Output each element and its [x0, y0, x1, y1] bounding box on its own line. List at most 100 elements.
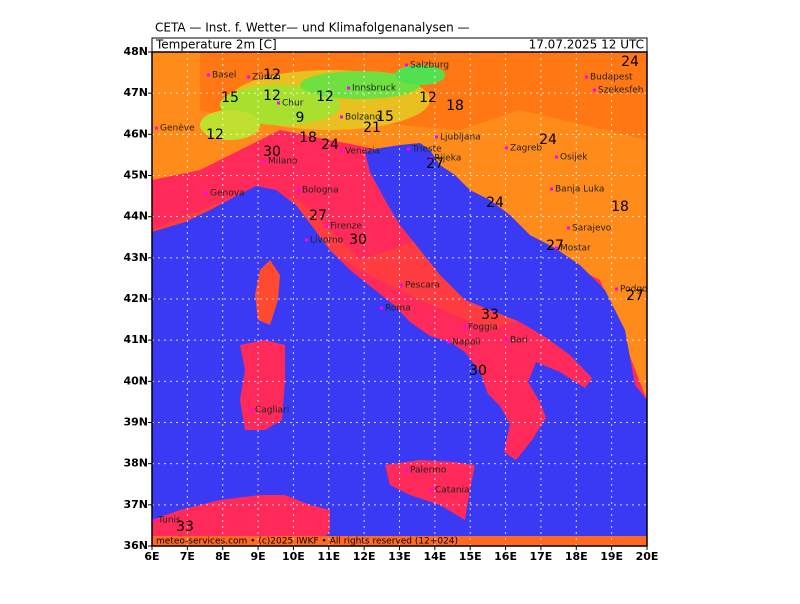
city-label: Pescara: [405, 281, 440, 291]
city-label: Palermo: [410, 466, 447, 476]
x-tick-label: 9E: [250, 550, 265, 563]
x-tick-label: 20E: [636, 550, 659, 563]
city-marker: [555, 155, 558, 159]
city-label: Bologna: [302, 186, 339, 196]
contour-label: 18: [446, 98, 464, 114]
city-label: Catania: [435, 486, 470, 496]
contour-label: 9: [296, 110, 305, 126]
contour-label: 27: [546, 238, 564, 254]
city-marker: [347, 86, 350, 90]
contour-label: 24: [486, 195, 504, 211]
city-marker: [340, 149, 343, 153]
city-label: Roma: [385, 304, 411, 314]
city-marker: [429, 156, 432, 160]
contour-label: 30: [349, 232, 367, 248]
city-marker: [297, 188, 300, 192]
city-marker: [593, 88, 596, 92]
y-tick-label: 44N: [123, 210, 148, 223]
x-tick-label: 17E: [530, 550, 553, 563]
y-tick-label: 42N: [123, 292, 148, 305]
city-label: Zürich: [252, 73, 281, 83]
corsica: [255, 260, 280, 325]
contour-label: 12: [206, 127, 224, 143]
city-marker: [250, 408, 253, 412]
contour-label: 33: [481, 307, 499, 323]
city-marker: [567, 226, 570, 230]
city-label: Firenze: [330, 222, 362, 232]
y-tick-label: 40N: [123, 374, 148, 387]
city-marker: [407, 147, 410, 151]
x-tick-label: 10E: [282, 550, 305, 563]
city-label: Genève: [160, 123, 195, 134]
labels: Basel Zürich Salzburg Innsbruck Chur Genève Bo…: [153, 54, 664, 535]
contour-label: 12: [316, 89, 334, 105]
map-area: Basel Zürich Salzburg Innsbruck Chur Genève Bo…: [152, 52, 664, 546]
city-label: Innsbruck: [352, 84, 397, 94]
city-marker: [340, 115, 343, 119]
x-tick-label: 19E: [600, 550, 623, 563]
city-label: Cagliari: [255, 406, 289, 416]
y-tick-label: 38N: [123, 457, 148, 470]
temperature-zones: [152, 52, 647, 400]
y-tick-label: 41N: [123, 333, 148, 346]
footer-text: meteo-services.com • (c)2025 IWKF • All …: [156, 537, 458, 547]
city-marker: [430, 488, 433, 492]
y-tick-label: 36N: [123, 539, 148, 552]
city-marker: [263, 159, 266, 163]
city-marker: [325, 224, 328, 228]
city-label: Ljubljana: [440, 133, 481, 143]
city-marker: [405, 468, 408, 472]
city-label: Sarajevo: [572, 224, 612, 234]
y-tick-label: 43N: [123, 251, 148, 264]
city-marker: [505, 338, 508, 342]
city-marker: [585, 75, 588, 79]
y-tick-label: 48N: [123, 45, 148, 58]
city-label: Trieste: [411, 145, 442, 155]
contour-label: 18: [611, 199, 629, 215]
x-tick-label: 13E: [388, 550, 411, 563]
city-label: Mostar: [560, 244, 591, 254]
city-label: Rijeka: [434, 154, 461, 164]
sardinia: [240, 340, 285, 430]
x-tick-label: 8E: [215, 550, 230, 563]
contour-label: 27: [626, 288, 644, 304]
city-marker: [205, 191, 208, 195]
city-marker: [615, 287, 618, 291]
contour-label: 30: [469, 363, 487, 379]
city-label: Genova: [210, 189, 245, 199]
city-label: Bolzano: [345, 113, 381, 123]
y-tick-label: 39N: [123, 416, 148, 429]
city-marker: [305, 238, 308, 242]
contour-label: 24: [321, 137, 339, 153]
city-label: Bari: [510, 336, 528, 346]
city-marker: [405, 63, 408, 67]
city-label: Foggia: [468, 323, 498, 333]
x-tick-label: 16E: [494, 550, 517, 563]
contour-label: 12: [263, 88, 281, 104]
contour-label: 15: [221, 90, 239, 106]
graticule: [152, 52, 647, 546]
city-marker: [153, 518, 156, 522]
city-label: Banja Luka: [555, 185, 604, 195]
city-label: Salzburg: [410, 61, 449, 71]
contour-label: 12: [419, 90, 437, 106]
city-label: Podgorica: [620, 285, 664, 295]
city-marker: [277, 101, 280, 105]
city-label: Milano: [268, 157, 298, 167]
y-tick-label: 46N: [123, 127, 148, 140]
x-tick-label: 14E: [423, 550, 446, 563]
variable-label: Temperature 2m [C]: [155, 38, 277, 52]
city-marker: [155, 126, 158, 130]
x-tick-label: 6E: [144, 550, 159, 563]
city-label: Szekesfeh: [598, 86, 644, 96]
contour-label: 18: [299, 130, 317, 146]
city-label: Chur: [282, 99, 304, 109]
x-tick-label: 18E: [565, 550, 588, 563]
contour-label: 24: [539, 132, 557, 148]
city-label: Budapest: [590, 73, 633, 83]
tunisia: [152, 495, 330, 546]
x-tick-label: 15E: [459, 550, 482, 563]
y-tick-label: 45N: [123, 169, 148, 182]
x-tick-label: 12E: [353, 550, 376, 563]
